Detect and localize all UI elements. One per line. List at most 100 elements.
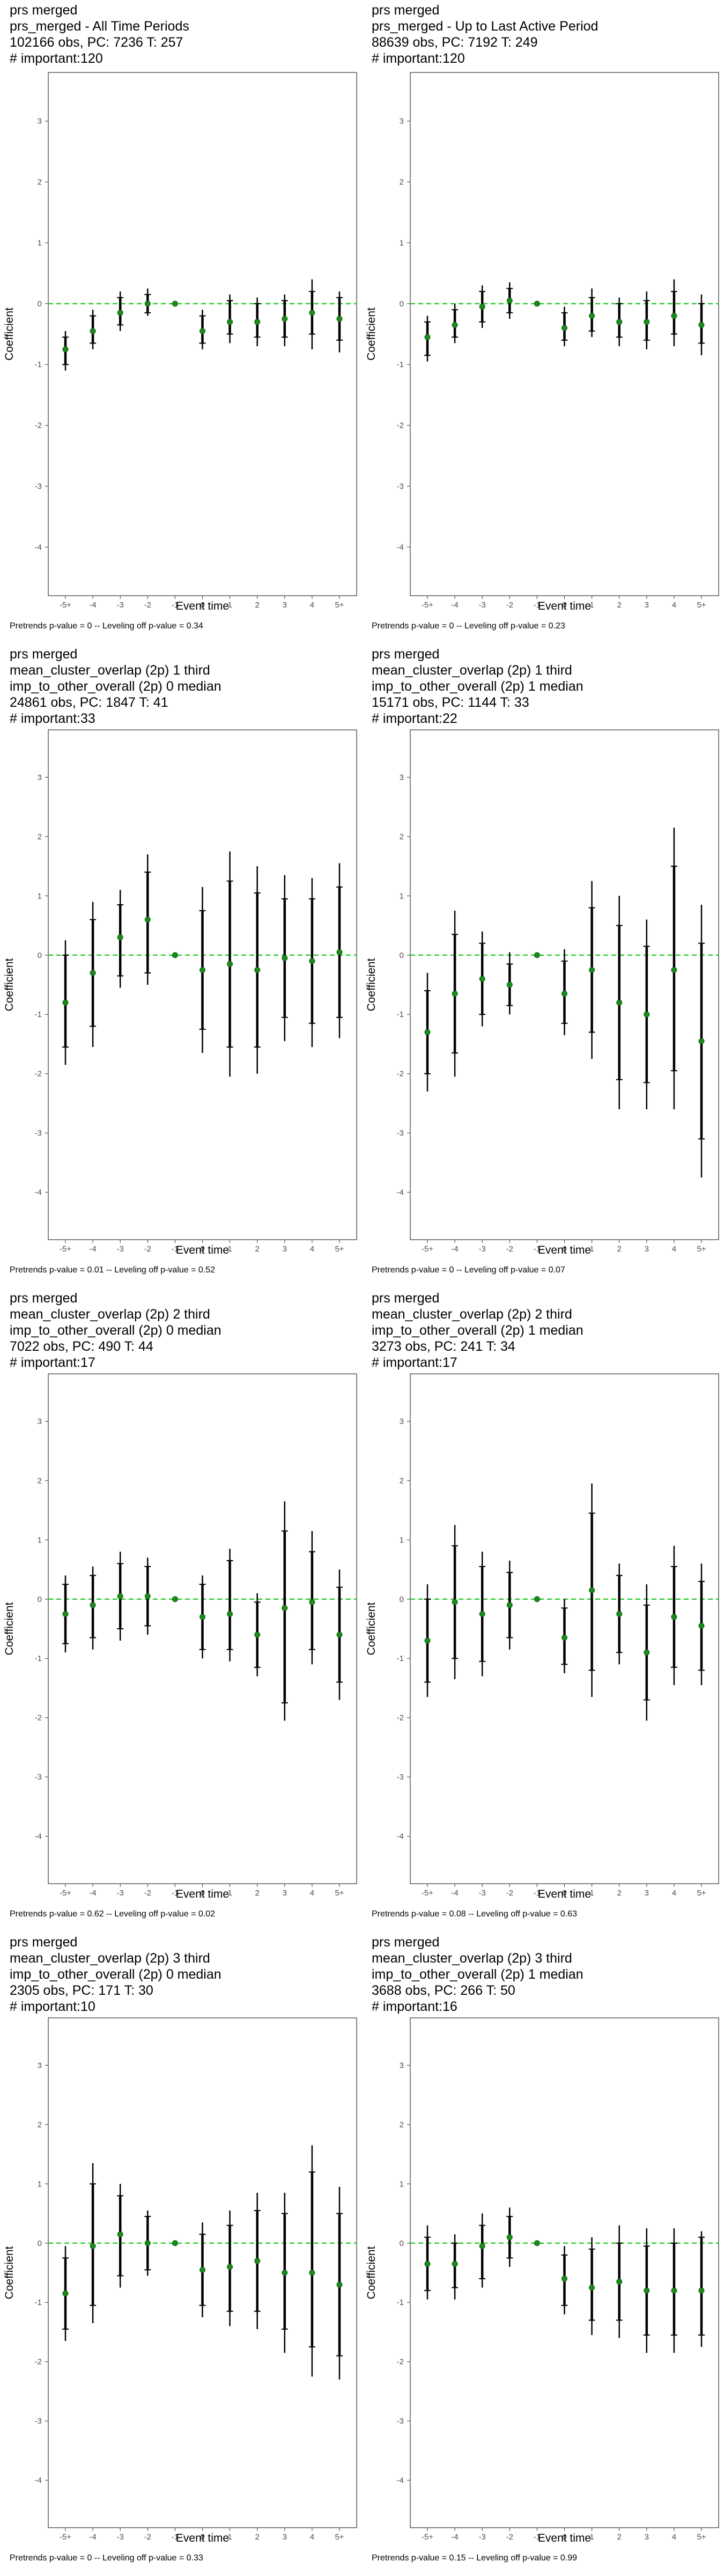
x-tick-label: -1 (172, 1245, 179, 1254)
estimate-point (144, 301, 151, 307)
y-tick-label: -2 (35, 2358, 42, 2367)
estimate-point (506, 2234, 513, 2241)
x-tick-label: 2 (255, 2533, 260, 2542)
x-tick-label: -2 (506, 2533, 513, 2542)
x-tick-label: 3 (645, 601, 649, 610)
x-tick-label: -5+ (422, 601, 433, 610)
x-tick-label: 4 (672, 601, 676, 610)
y-tick-label: 3 (400, 117, 404, 126)
estimate-point (309, 958, 315, 964)
x-tick-label: -4 (451, 601, 458, 610)
chart-panel: prs merged mean_cluster_overlap (2p) 1 th… (362, 644, 724, 1288)
estimate-point (506, 1602, 513, 1608)
y-tick-label: -4 (397, 543, 404, 552)
y-tick-label: 3 (38, 1417, 42, 1426)
x-tick-label: -1 (172, 601, 179, 610)
chart-title-line: imp_to_other_overall (2p) 1 median (372, 679, 583, 694)
estimate-point (452, 991, 458, 997)
x-axis-title: Event time (538, 1888, 591, 1900)
estimate-point (336, 949, 343, 955)
y-tick-label: 1 (400, 238, 404, 247)
y-tick-label: -1 (35, 360, 42, 369)
y-tick-label: -1 (397, 2298, 404, 2307)
estimate-point (616, 319, 623, 325)
estimate-point (479, 1611, 485, 1617)
chart-title-line: 88639 obs, PC: 7192 T: 249 (372, 35, 538, 50)
x-tick-label: -5+ (422, 2533, 433, 2542)
x-axis-title: Event time (176, 2532, 229, 2544)
x-tick-label: -3 (479, 1889, 486, 1898)
y-tick-label: -2 (397, 421, 404, 430)
estimate-point (254, 2258, 261, 2264)
x-tick-label: 0 (200, 1889, 204, 1898)
y-tick-label: 3 (38, 117, 42, 126)
chart-title-line: # important:17 (10, 1355, 95, 1370)
estimate-point (534, 952, 540, 958)
estimate-point (336, 316, 343, 322)
y-tick-label: 0 (38, 299, 42, 309)
estimate-point (282, 316, 288, 322)
pvalue-footer: Pretrends p-value = 0.62 -- Leveling off… (10, 1909, 216, 1919)
y-tick-label: -2 (35, 421, 42, 430)
chart-title-line: mean_cluster_overlap (2p) 1 third (372, 663, 572, 678)
chart-title-line: prs_merged - Up to Last Active Period (372, 19, 599, 34)
y-tick-label: -3 (397, 482, 404, 491)
y-tick-label: -2 (397, 1714, 404, 1723)
estimate-point (479, 303, 485, 310)
estimate-point (309, 310, 315, 316)
y-tick-label: -2 (35, 1714, 42, 1723)
estimate-point (117, 934, 123, 941)
chart-title-line: # important:16 (372, 1999, 457, 2014)
estimate-point (90, 2243, 96, 2249)
x-tick-label: -2 (144, 1245, 151, 1254)
x-tick-label: 0 (200, 2533, 204, 2542)
y-tick-label: -3 (397, 2417, 404, 2426)
x-tick-label: -4 (451, 1245, 458, 1254)
x-tick-label: 1 (227, 601, 232, 610)
estimate-point (62, 999, 69, 1006)
x-tick-label: -1 (172, 1889, 179, 1898)
chart-title-line: prs merged (372, 3, 440, 18)
x-tick-label: 0 (562, 1245, 566, 1254)
x-tick-label: 4 (310, 2533, 314, 2542)
estimate-point (562, 991, 567, 997)
y-tick-label: 1 (38, 1535, 42, 1545)
chart-panel: prs merged mean_cluster_overlap (2p) 1 th… (0, 644, 362, 1288)
estimate-point (589, 2285, 595, 2291)
estimate-point (200, 2266, 205, 2273)
x-tick-label: 0 (562, 601, 566, 610)
y-tick-label: -1 (397, 1010, 404, 1019)
chart-title-line: imp_to_other_overall (2p) 0 median (10, 1967, 221, 1982)
estimate-point (671, 967, 677, 973)
estimate-point (144, 2240, 151, 2246)
estimate-point (506, 982, 513, 988)
y-tick-label: 2 (400, 178, 404, 187)
x-tick-label: 4 (310, 1889, 314, 1898)
chart-svg: -4 -3 -2 -1 0 1 2 3 -5+ -4 -3 -2 -1 0 1 2 3 4 5+ Event time… (365, 72, 719, 612)
x-tick-label: 2 (255, 601, 260, 610)
chart-title-line: 102166 obs, PC: 7236 T: 257 (10, 35, 183, 50)
estimate-point (254, 319, 261, 325)
chart-title-line: # important:33 (10, 711, 95, 726)
x-tick-label: -5+ (60, 1889, 71, 1898)
x-tick-label: 0 (200, 1245, 204, 1254)
x-tick-label: 4 (672, 1245, 676, 1254)
chart-svg: -4 -3 -2 -1 0 1 2 3 -5+ -4 -3 -2 -1 0 1 2 3 4 5+ Event time… (3, 1373, 357, 1900)
estimate-point (698, 2287, 705, 2294)
chart-title: prs merged mean_cluster_overlap (2p) 2 th… (372, 1290, 583, 1371)
x-tick-label: -3 (479, 1245, 486, 1254)
chart-panel: prs merged prs_merged - All Time Periods 1… (0, 0, 362, 644)
estimate-point (62, 2290, 69, 2297)
y-tick-label: -1 (397, 360, 404, 369)
pvalue-footer: Pretrends p-value = 0.08 -- Leveling off… (372, 1909, 578, 1919)
x-tick-label: -3 (117, 601, 124, 610)
estimate-point (452, 2260, 458, 2267)
y-tick-label: 2 (38, 178, 42, 187)
chart-title: prs merged prs_merged - All Time Periods 1… (10, 2, 189, 67)
estimate-point (479, 976, 485, 982)
x-tick-label: 2 (617, 2533, 622, 2542)
y-tick-label: -4 (35, 543, 42, 552)
y-tick-label: 2 (400, 1476, 404, 1485)
estimate-point (424, 2260, 431, 2267)
x-tick-label: 1 (227, 1245, 232, 1254)
